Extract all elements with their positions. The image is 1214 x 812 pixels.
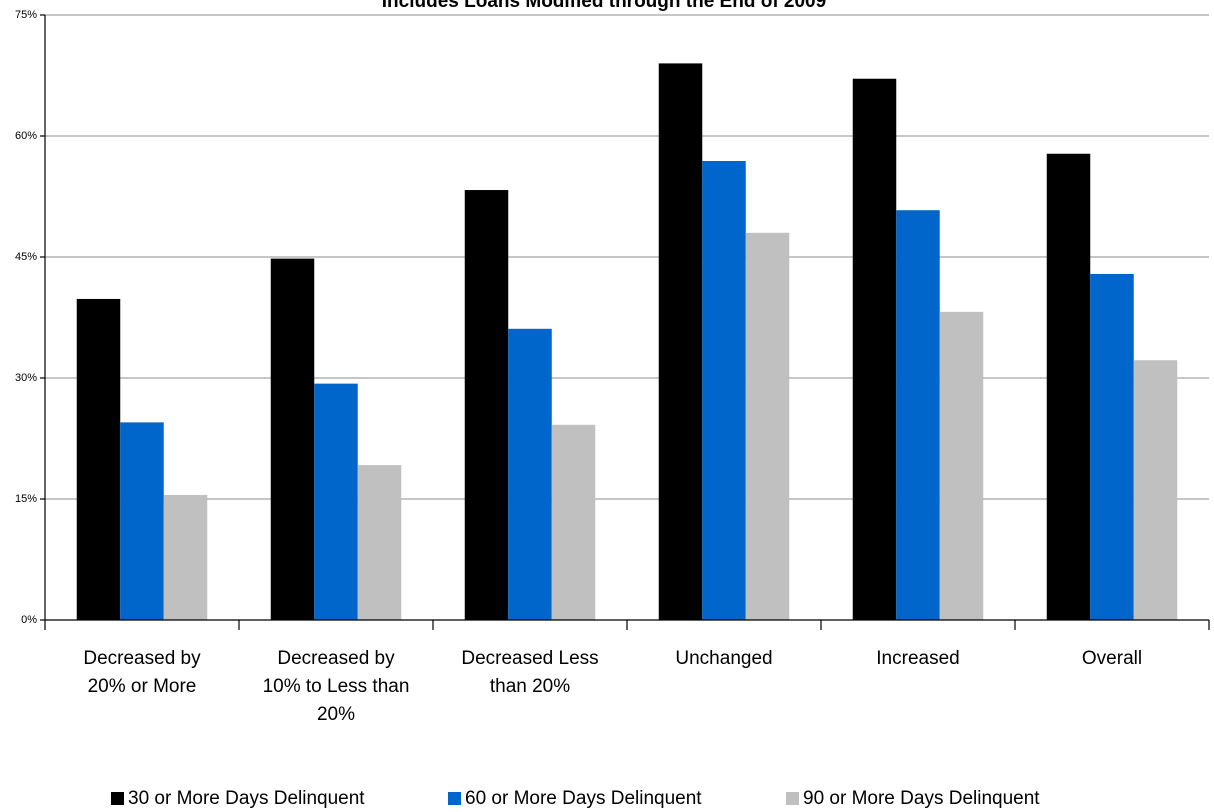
bar — [939, 311, 984, 620]
bar — [658, 63, 703, 620]
x-tick-label: Overall — [1082, 648, 1142, 669]
legend-swatch — [448, 792, 461, 805]
y-tick-label: 75% — [15, 9, 37, 21]
chart-title: Includes Loans Modified through the End … — [382, 0, 826, 12]
axes — [40, 14, 1210, 630]
bar — [1133, 360, 1178, 620]
x-axis-labels: Decreased by 20% or More Decreased by 10% t… — [83, 648, 1142, 725]
legend-label: 90 or More Days Delinquent — [803, 788, 1040, 809]
bar — [357, 465, 402, 620]
bar — [551, 424, 596, 620]
bar — [745, 232, 790, 621]
legend-item: 30 or More Days Delinquent — [111, 788, 365, 809]
bar — [508, 328, 552, 620]
y-axis-labels: 0% 15% 30% 45% 60% 75% — [15, 9, 37, 626]
x-tick-label-line: Decreased by — [277, 648, 395, 669]
x-tick-label-line: Overall — [1082, 648, 1142, 669]
x-tick-label-line: Increased — [876, 648, 959, 669]
legend-item: 90 or More Days Delinquent — [786, 788, 1040, 809]
x-tick-label: Increased — [876, 648, 959, 669]
bar — [76, 298, 121, 620]
x-tick-label: Unchanged — [675, 648, 772, 669]
x-tick-label: Decreased by 20% or More — [83, 648, 201, 697]
x-tick-label-line: 20% or More — [88, 676, 197, 697]
x-tick-label: Decreased by 10% to Less than 20% — [263, 648, 410, 725]
bar — [314, 383, 358, 620]
legend-swatch — [111, 792, 124, 805]
y-tick-label: 15% — [15, 493, 37, 505]
bar — [464, 190, 509, 620]
legend: 30 or More Days Delinquent 60 or More Day… — [111, 788, 1040, 809]
y-tick-label: 60% — [15, 130, 37, 142]
x-tick-label-line: than 20% — [490, 676, 570, 697]
legend-swatch — [786, 792, 799, 805]
bar — [702, 161, 746, 621]
x-tick-label: Decreased Less than 20% — [461, 648, 598, 697]
bar — [1090, 273, 1134, 620]
bar — [270, 258, 315, 620]
bar — [120, 422, 164, 620]
y-tick-label: 0% — [21, 614, 37, 626]
bars — [76, 63, 1178, 621]
legend-label: 30 or More Days Delinquent — [128, 788, 365, 809]
x-tick-label-line: Unchanged — [675, 648, 772, 669]
bar — [896, 210, 940, 621]
x-tick-label-line: Decreased Less — [461, 648, 598, 669]
x-tick-label-line: Decreased by — [83, 648, 201, 669]
bar — [1046, 153, 1091, 620]
y-tick-label: 30% — [15, 372, 37, 384]
bar — [163, 494, 208, 620]
legend-label: 60 or More Days Delinquent — [465, 788, 702, 809]
legend-item: 60 or More Days Delinquent — [448, 788, 702, 809]
bar — [852, 78, 897, 620]
x-tick-label-line: 20% — [317, 704, 355, 725]
y-tick-label: 45% — [15, 251, 37, 263]
x-tick-label-line: 10% to Less than — [263, 676, 410, 697]
gridlines — [45, 14, 1209, 500]
